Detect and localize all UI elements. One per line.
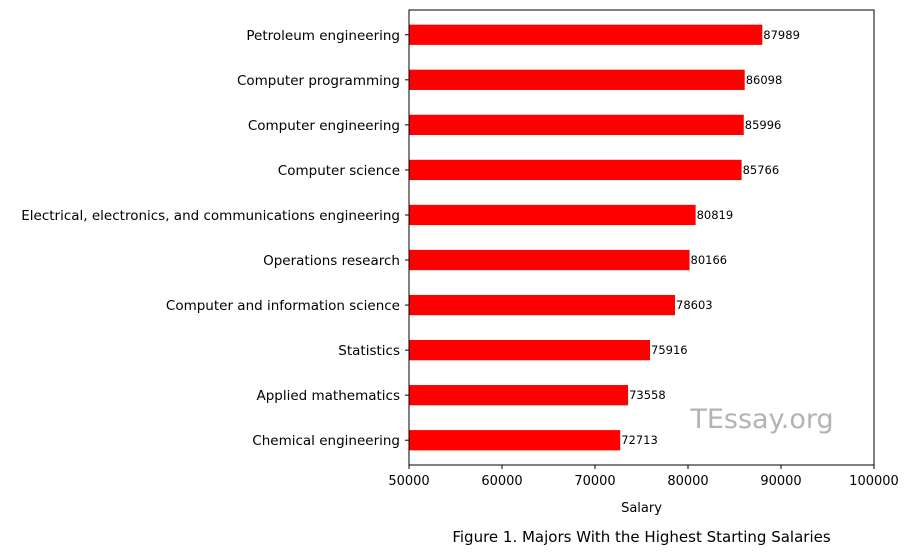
x-tick-label: 60000: [481, 474, 522, 489]
data-label: 80166: [691, 253, 728, 267]
x-tick-label: 50000: [388, 474, 429, 489]
x-tick-label: 80000: [667, 474, 708, 489]
data-label: 87989: [763, 28, 800, 42]
data-label: 73558: [629, 388, 666, 402]
bar: [409, 114, 744, 136]
category-label: Computer engineering: [248, 118, 400, 134]
x-tick-label: 90000: [760, 474, 801, 489]
category-label: Computer and information science: [166, 298, 400, 314]
bar: [409, 385, 629, 406]
category-label: Computer science: [278, 163, 400, 179]
data-labels: 87989 86098 85996 85766 80819 80166 78603 75916…: [621, 28, 800, 447]
category-label: Statistics: [338, 343, 400, 359]
bar: [409, 24, 763, 45]
x-axis-ticks: 50000 60000 70000 80000 90000 100000: [388, 34, 899, 489]
figure-caption: Figure 1. Majors With the Highest Starti…: [452, 528, 830, 546]
x-axis-label: Salary: [621, 501, 662, 516]
category-label: Applied mathematics: [256, 388, 400, 404]
category-label: Computer programming: [237, 73, 400, 89]
category-label: Operations research: [263, 253, 400, 269]
watermark-text: TEssay.org: [689, 404, 833, 435]
bar: [409, 430, 621, 451]
bar: [409, 159, 742, 181]
bar: [409, 249, 690, 271]
plot-frame: [408, 9, 875, 466]
category-label: Electrical, electronics, and communicati…: [21, 208, 400, 224]
data-label: 72713: [621, 433, 658, 447]
data-label: 78603: [676, 298, 713, 312]
category-label: Petroleum engineering: [246, 28, 400, 44]
bar: [409, 294, 676, 316]
category-label: Chemical engineering: [252, 433, 400, 449]
data-label: 86098: [746, 73, 783, 87]
data-label: 85996: [745, 118, 782, 132]
bar: [409, 339, 651, 361]
x-tick-label: 70000: [574, 474, 615, 489]
bars-group: [409, 24, 763, 451]
x-tick-label: 100000: [849, 474, 899, 489]
bar: [409, 204, 696, 226]
data-label: 85766: [743, 163, 780, 177]
data-label: 75916: [651, 343, 688, 357]
data-label: 80819: [697, 208, 734, 222]
bar: [409, 69, 745, 90]
category-labels: Petroleum engineering Computer programmin…: [21, 28, 400, 449]
